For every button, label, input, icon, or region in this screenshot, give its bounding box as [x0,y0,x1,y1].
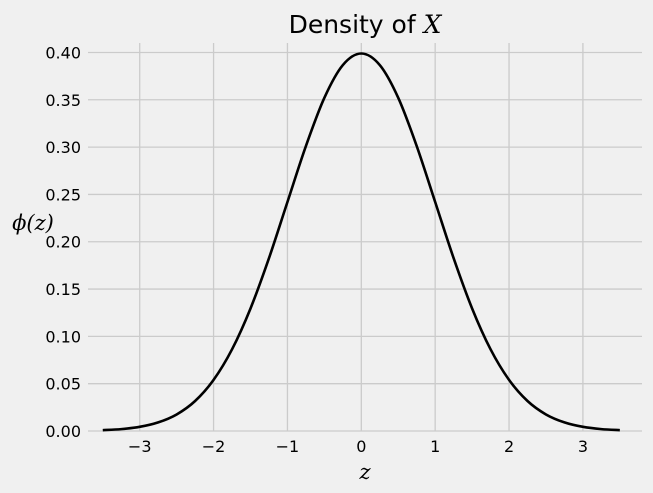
grid [88,43,642,432]
density-curve [102,52,620,432]
y-axis-label: ϕ(z) [12,211,54,235]
y-tick-label: 0.00 [45,422,81,441]
y-tick-label: 0.20 [45,233,81,252]
x-axis-label: z [358,460,371,484]
y-tick-label: 0.15 [45,280,81,299]
y-tick-label: 0.30 [45,138,81,157]
x-tick-label: 1 [430,437,440,456]
chart-title-prefix: Density of [289,10,424,39]
y-tick-label: 0.10 [45,327,81,346]
y-tick-label: 0.25 [45,185,81,204]
x-tick-label: −3 [128,437,152,456]
x-tick-label: −1 [276,437,300,456]
x-tick-labels: −3 −2 −1 0 1 2 3 [128,437,588,456]
x-tick-label: −2 [202,437,226,456]
y-tick-labels: 0.00 0.05 0.10 0.15 0.20 0.25 0.30 0.35 0.40 [45,43,81,441]
chart-title-variable: X [422,10,443,39]
y-tick-label: 0.05 [45,375,81,394]
x-tick-label: 2 [504,437,514,456]
x-tick-label: 0 [356,437,366,456]
y-tick-label: 0.40 [45,43,81,62]
series-group [102,52,620,432]
x-tick-label: 3 [578,437,588,456]
y-tick-label: 0.35 [45,91,81,110]
chart-title: Density of X [289,10,443,39]
